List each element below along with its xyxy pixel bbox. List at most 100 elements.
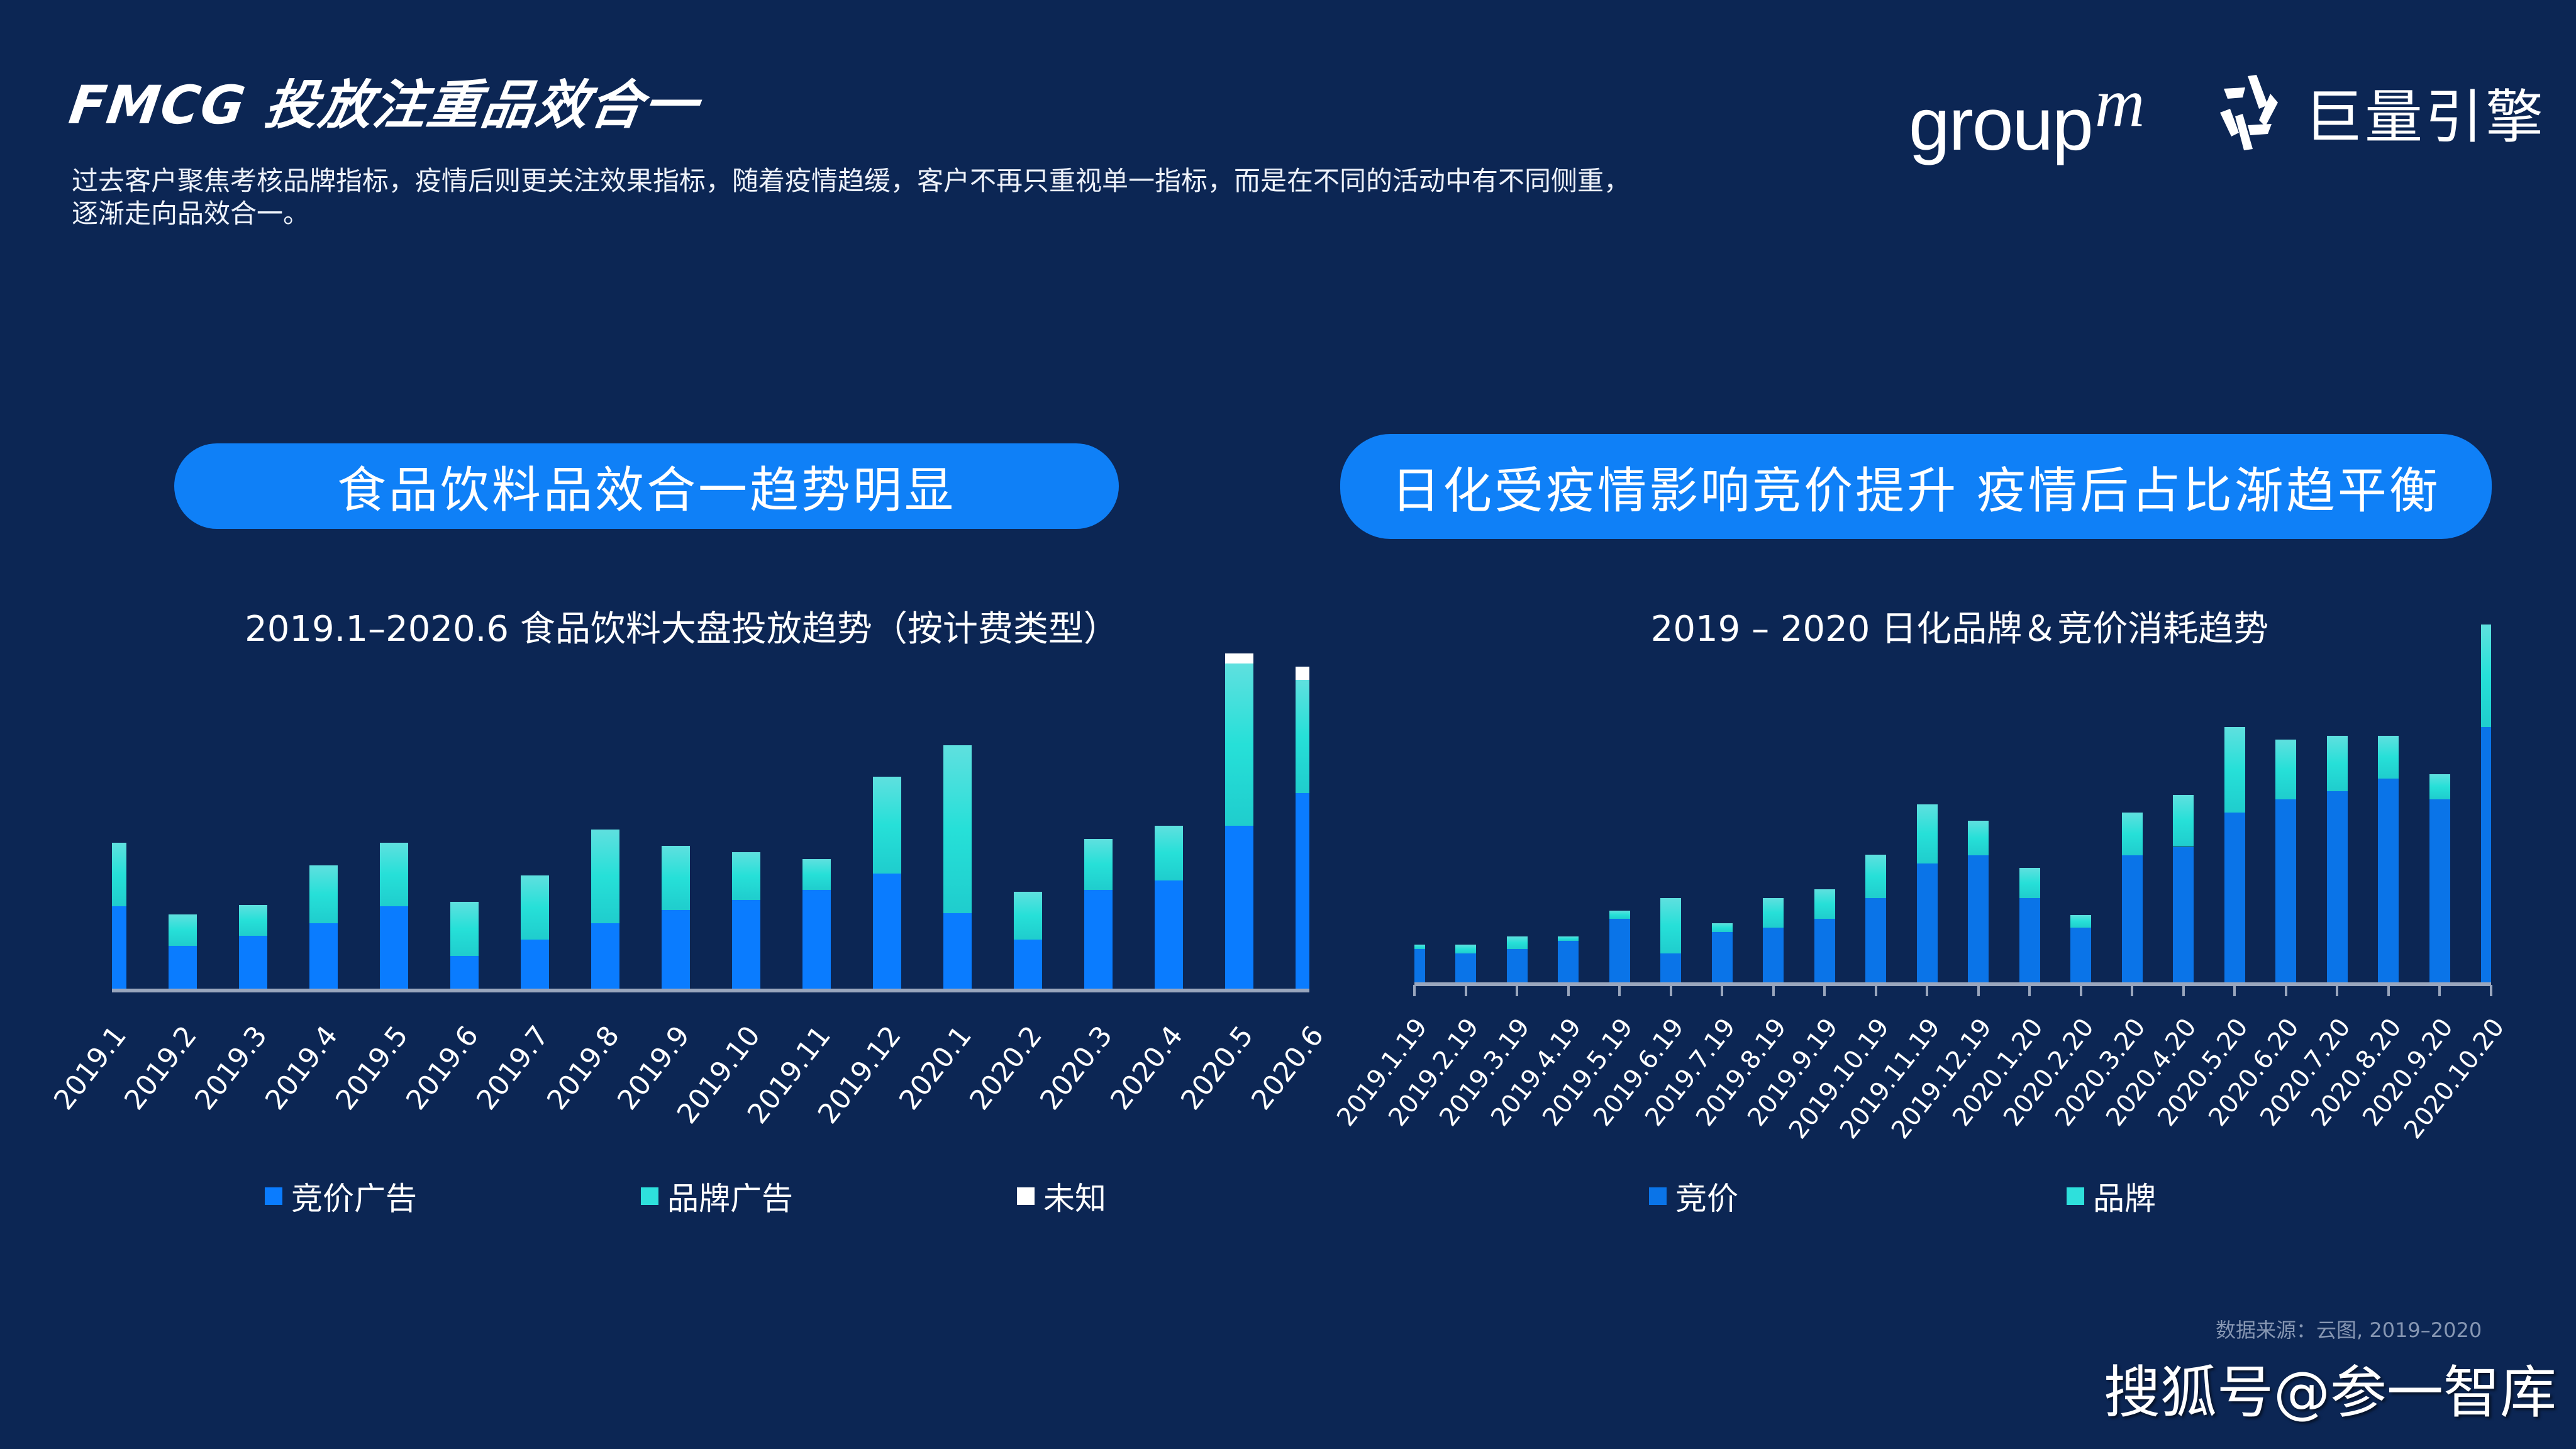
juliang-engine-logo: 巨量引擎 (2218, 70, 2546, 154)
bar-2019.3.19-品牌 (1506, 936, 1528, 949)
bar-2020.7.20-品牌 (2326, 735, 2348, 792)
bar-2019.4.19-竞价 (1558, 940, 1579, 982)
x-axis-tick (1823, 985, 1826, 996)
section-banner-food: 食品饮料品效合一趋势明显 (174, 443, 1119, 529)
x-axis-tick (2182, 985, 2185, 996)
bar-2019.8.19-竞价 (1763, 928, 1784, 982)
bar-2020.4.20-竞价 (2173, 847, 2194, 982)
page-title: FMCG 投放注重品效合一 (65, 74, 702, 136)
x-axis-tick (2387, 985, 2390, 996)
x-axis-tick (2079, 985, 2082, 996)
bar-2019.3.19-竞价 (1506, 948, 1528, 982)
legend-item-unknown: 未知 (1017, 1174, 1106, 1219)
bar-2020.7.20-竞价 (2326, 791, 2348, 982)
chart-title-daily-chem: 2019 – 2020 日化品牌＆竞价消耗趋势 (1650, 609, 2269, 650)
groupm-logo: groupm (1909, 63, 2145, 167)
x-tick-label: 2019.3 (189, 1019, 274, 1116)
bar-2019.6.19-竞价 (1660, 953, 1682, 982)
chart-title-food: 2019.1–2020.6 食品饮料大盘投放趋势（按计费类型） (245, 609, 1119, 650)
bar-2020.6-未知 (1295, 667, 1309, 680)
x-tick-label: 2020.2 (963, 1019, 1049, 1116)
x-tick-label: 2019.4 (259, 1019, 345, 1116)
bar-2019.10-品牌广告 (731, 852, 760, 900)
page-description: 过去客户聚焦考核品牌指标，疫情后则更关注效果指标，随着疫情趋缓，客户不再只重视单… (72, 165, 1770, 230)
watermark: 搜狐号@参一智库 (2104, 1360, 2557, 1426)
bar-2020.9.20-竞价 (2429, 799, 2450, 982)
bar-2020.5-竞价广告 (1224, 826, 1253, 989)
x-axis-tick (2336, 985, 2339, 996)
legend-item-brand-ads: 品牌广告 (641, 1174, 793, 1219)
bar-2019.10-竞价广告 (731, 899, 760, 989)
bar-2019.11-竞价广告 (802, 890, 831, 989)
bar-2020.2-竞价广告 (1013, 939, 1042, 989)
section-banner-daily-chem: 日化受疫情影响竞价提升 疫情后占比渐趋平衡 (1340, 434, 2492, 539)
bar-2019.4-竞价广告 (309, 923, 338, 989)
x-axis-tick (1413, 985, 1416, 996)
bar-2019.2.19-品牌 (1455, 945, 1477, 953)
bar-2019.6-品牌广告 (450, 901, 479, 956)
x-tick-label: 2019.7 (470, 1019, 556, 1116)
x-axis-tick (2490, 985, 2492, 996)
bar-2020.4-竞价广告 (1154, 880, 1183, 989)
legend-swatch-unknown (1017, 1187, 1035, 1205)
bar-2019.8-竞价广告 (591, 923, 619, 989)
bar-2019.9.19-品牌 (1814, 889, 1835, 919)
bar-2019.9-品牌广告 (661, 845, 690, 910)
bar-2019.1-品牌广告 (112, 842, 126, 907)
bar-2019.11.19-品牌 (1916, 804, 1938, 863)
x-tick-label: 2019.2 (118, 1019, 204, 1116)
bar-2019.4-品牌广告 (309, 865, 338, 923)
bar-2019.5-竞价广告 (379, 906, 408, 989)
bar-2019.2.19-竞价 (1455, 953, 1477, 982)
x-axis-tick (2028, 985, 2031, 996)
bar-2019.9-竞价广告 (661, 909, 690, 989)
bar-2019.12-品牌广告 (872, 777, 901, 874)
x-axis-tick (2438, 985, 2441, 996)
bar-2019.7.19-竞价 (1711, 932, 1733, 982)
description-line-2: 逐渐走向品效合一。 (72, 198, 310, 229)
bar-2019.3-品牌广告 (238, 904, 267, 936)
bar-2019.12-竞价广告 (872, 874, 901, 989)
bar-2020.10.20-竞价 (2480, 727, 2491, 982)
bar-2019.2-品牌广告 (168, 914, 197, 947)
x-tick-label: 2019.8 (541, 1019, 626, 1116)
bar-2019.7.19-品牌 (1711, 923, 1733, 933)
bar-2019.6-竞价广告 (450, 955, 479, 989)
legend-label: 竞价 (1675, 1180, 1738, 1217)
bar-2020.3-竞价广告 (1084, 890, 1113, 989)
bar-2020.1.20-品牌 (2019, 868, 2040, 898)
bar-2020.2.20-竞价 (2070, 928, 2092, 982)
x-axis-tick (1977, 985, 1980, 996)
bar-2019.3-竞价广告 (238, 936, 267, 989)
x-tick-label: 2020.3 (1034, 1019, 1119, 1116)
bar-2020.5.20-品牌 (2224, 727, 2245, 813)
x-axis-tick (2284, 985, 2287, 996)
x-tick-label: 2020.4 (1104, 1019, 1190, 1116)
bar-2020.10.20-品牌 (2480, 625, 2491, 728)
x-axis-tick (1567, 985, 1570, 996)
x-axis-tick (1874, 985, 1877, 996)
x-axis-tick (1464, 985, 1467, 996)
legend-item-bid: 竞价 (1649, 1174, 1738, 1219)
x-tick-label: 2020.5 (1175, 1019, 1260, 1116)
bar-2019.7-竞价广告 (520, 939, 549, 989)
bar-2019.8-品牌广告 (591, 829, 619, 923)
x-tick-label: 2019.5 (330, 1019, 415, 1116)
bar-2020.4.20-品牌 (2173, 795, 2194, 847)
legend-label: 品牌广告 (667, 1180, 793, 1217)
bar-2020.1-品牌广告 (943, 745, 972, 913)
x-tick-label: 2019.6 (400, 1019, 486, 1116)
legend-swatch-bid (1649, 1187, 1667, 1205)
x-axis-tick (1772, 985, 1775, 996)
bar-2020.1.20-竞价 (2019, 898, 2040, 982)
bar-2020.2-品牌广告 (1013, 891, 1042, 940)
bar-2020.6-竞价广告 (1295, 793, 1309, 989)
legend-item-brand: 品牌 (2067, 1174, 2156, 1219)
bar-2019.5.19-竞价 (1609, 918, 1630, 982)
bar-2019.2-竞价广告 (168, 946, 197, 989)
bar-2019.1-竞价广告 (112, 906, 126, 989)
bar-2019.5.19-品牌 (1609, 910, 1630, 919)
groupm-logo-m: m (2094, 64, 2145, 141)
bar-2020.3.20-竞价 (2121, 855, 2143, 982)
description-line-1: 过去客户聚焦考核品牌指标，疫情后则更关注效果指标，随着疫情趋缓，客户不再只重视单… (72, 165, 1631, 196)
